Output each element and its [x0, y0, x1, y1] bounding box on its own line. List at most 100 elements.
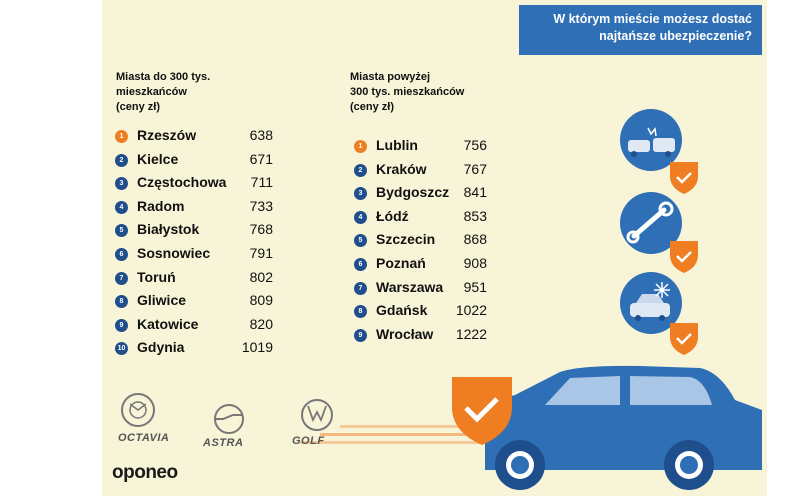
- city-row: 4 Łódź 853: [354, 208, 487, 230]
- city-row: 8 Gdańsk 1022: [354, 302, 487, 324]
- rank-badge: 8: [354, 305, 367, 319]
- rank-badge: 3: [354, 187, 367, 201]
- golf-label: GOLF: [292, 435, 325, 447]
- rank-badge: 10: [115, 342, 128, 356]
- rank-badge: 5: [354, 234, 367, 248]
- city-name: Lublin: [376, 137, 418, 153]
- city-name: Warszawa: [376, 278, 444, 295]
- city-price: 802: [249, 268, 273, 285]
- city-name: Kielce: [137, 150, 179, 167]
- city-row: 7 Toruń 802: [115, 269, 273, 291]
- large-header-line-2: 300 tys. mieszkańców: [350, 86, 465, 98]
- city-price: 853: [463, 207, 487, 224]
- shield-check-icon: [452, 377, 512, 445]
- city-price: 767: [463, 160, 487, 177]
- astra-label: ASTRA: [203, 437, 244, 449]
- small-header-line-1: Miasta do 300 tys.: [116, 71, 211, 83]
- small-cities-header: Miasta do 300 tys. mieszkańców (ceny zł): [116, 70, 210, 115]
- city-name: Katowice: [137, 315, 199, 332]
- rank-badge: 6: [115, 248, 128, 261]
- city-row: 6 Poznań 908: [354, 255, 487, 277]
- city-price: 951: [463, 278, 487, 295]
- city-price: 1019: [241, 339, 273, 356]
- wrench-icon: [620, 192, 682, 254]
- car-frost-icon: [620, 272, 682, 334]
- city-name: Wrocław: [376, 325, 434, 342]
- speed-lines: [300, 425, 500, 444]
- city-price: 768: [249, 221, 273, 238]
- rank-badge: 2: [354, 163, 367, 177]
- rank-badge: 1: [354, 140, 367, 153]
- rank-badge: 7: [354, 281, 367, 295]
- city-price: 711: [250, 174, 273, 191]
- title-box: W którym mieście możesz dostać najtańsze…: [519, 5, 762, 55]
- city-price: 638: [249, 127, 273, 143]
- rank-badge: 5: [115, 224, 128, 238]
- city-row: 3 Częstochowa 711: [115, 174, 273, 196]
- city-name: Sosnowiec: [137, 245, 211, 261]
- rank-badge: 8: [115, 295, 128, 309]
- city-row: 10 Gdynia 1019: [115, 339, 273, 361]
- city-price: 1222: [455, 325, 487, 342]
- city-row: 5 Szczecin 868: [354, 231, 487, 253]
- city-name: Gdynia: [137, 339, 185, 356]
- rank-badge: 4: [115, 200, 128, 214]
- city-name: Białystok: [137, 221, 200, 238]
- city-row: 2 Kielce 671: [115, 151, 273, 173]
- city-name: Radom: [137, 197, 185, 214]
- city-price: 841: [463, 184, 487, 201]
- car-crash-icon: [620, 109, 682, 171]
- city-row: 9 Wrocław 1222: [354, 326, 487, 348]
- city-row: 7 Warszawa 951: [354, 279, 487, 301]
- city-row: 6 Sosnowiec 791: [115, 245, 273, 267]
- large-header-line-3: (ceny zł): [350, 101, 395, 113]
- city-price: 868: [463, 231, 487, 248]
- city-price: 908: [463, 255, 487, 271]
- skoda-logo-icon: [121, 393, 155, 427]
- city-row: 1 Rzeszów 638: [115, 127, 273, 149]
- city-name: Bydgoszcz: [376, 184, 450, 201]
- city-price: 791: [249, 245, 273, 261]
- shield-check-icon: [670, 241, 698, 273]
- city-row: 2 Kraków 767: [354, 161, 487, 183]
- shield-check-icon: [670, 323, 698, 355]
- rank-badge: 9: [354, 328, 367, 342]
- city-name: Gliwice: [137, 292, 187, 309]
- large-cities-header: Miasta powyżej 300 tys. mieszkańców (cen…: [350, 70, 464, 115]
- shield-check-icon: [670, 162, 698, 194]
- rank-badge: 6: [354, 258, 367, 271]
- city-price: 671: [249, 150, 273, 167]
- rank-badge: 1: [115, 130, 128, 143]
- city-price: 820: [249, 315, 273, 332]
- city-name: Częstochowa: [137, 174, 227, 191]
- rank-badge: 3: [115, 177, 128, 191]
- city-price: 1022: [455, 302, 487, 319]
- city-row: 8 Gliwice 809: [115, 292, 273, 314]
- city-name: Szczecin: [376, 231, 436, 248]
- city-name: Poznań: [376, 255, 426, 271]
- small-header-line-3: (ceny zł): [116, 101, 161, 113]
- city-name: Gdańsk: [376, 302, 428, 319]
- city-row: 3 Bydgoszcz 841: [354, 184, 487, 206]
- city-price: 809: [249, 292, 273, 309]
- city-row: 1 Lublin 756: [354, 137, 487, 159]
- small-header-line-2: mieszkańców: [116, 86, 187, 98]
- city-price: 733: [249, 197, 273, 214]
- vw-logo-icon: [301, 399, 333, 431]
- rank-badge: 7: [115, 271, 128, 285]
- city-name: Łódź: [376, 207, 409, 224]
- city-name: Toruń: [137, 268, 176, 285]
- rank-badge: 4: [354, 210, 367, 224]
- opel-logo-icon: [214, 404, 244, 434]
- rank-badge: 9: [115, 318, 128, 332]
- city-row: 4 Radom 733: [115, 198, 273, 220]
- city-row: 9 Katowice 820: [115, 316, 273, 338]
- city-price: 756: [463, 137, 487, 153]
- oponeo-logo: oponeo: [112, 462, 178, 483]
- car-illustration: [485, 365, 762, 490]
- large-header-line-1: Miasta powyżej: [350, 71, 431, 83]
- city-name: Kraków: [376, 160, 427, 177]
- city-row: 5 Białystok 768: [115, 221, 273, 243]
